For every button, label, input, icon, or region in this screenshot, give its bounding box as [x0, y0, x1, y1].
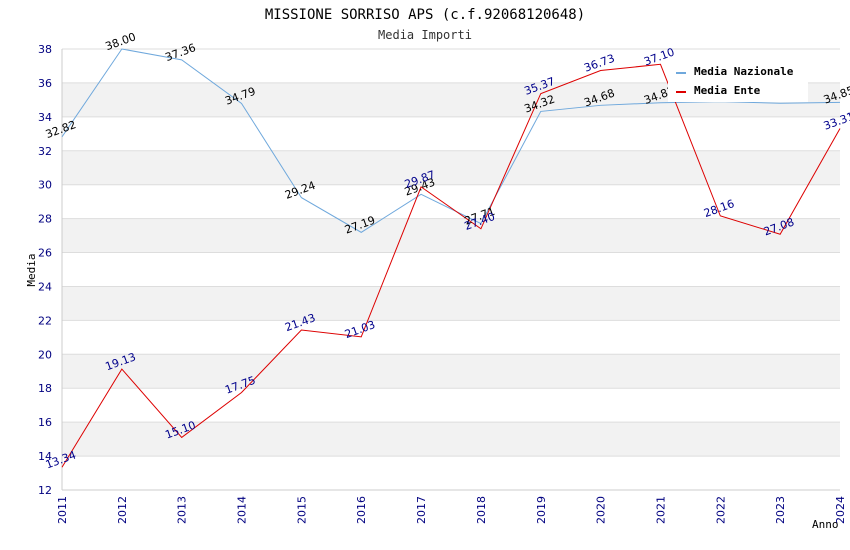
- grid-band: [62, 456, 840, 490]
- y-tick-label: 38: [38, 43, 52, 56]
- y-tick-label: 20: [38, 348, 52, 361]
- y-tick-label: 30: [38, 179, 52, 192]
- series-line-ente: [61, 63, 841, 468]
- grid-band: [62, 320, 840, 355]
- x-tick-label: 2024: [834, 496, 847, 524]
- grid-band: [62, 150, 840, 185]
- chart-subtitle: Media Importi: [378, 28, 472, 42]
- y-axis-label: Media: [25, 253, 38, 286]
- y-tick-label: 16: [38, 416, 52, 429]
- y-tick-label: 14: [38, 450, 52, 463]
- y-tick-label: 22: [38, 314, 52, 327]
- x-axis-label: Anno: [812, 518, 839, 531]
- grid-band: [62, 218, 840, 253]
- chart-title: MISSIONE SORRISO APS (c.f.92068120648): [265, 7, 585, 23]
- y-tick-label: 24: [38, 280, 52, 293]
- grid-band: [62, 116, 840, 151]
- y-tick-labels: 12 14 16 18 20 22 24 26 28 30 32 34 36 38: [38, 43, 52, 497]
- x-tick-label: 2012: [116, 496, 129, 524]
- y-tick-label: 26: [38, 247, 52, 260]
- x-tick-label: 2011: [56, 496, 69, 524]
- y-tick-label: 36: [38, 77, 52, 90]
- x-tick-label: 2016: [355, 496, 368, 524]
- x-tick-label: 2019: [535, 496, 548, 524]
- y-tick-label: 12: [38, 484, 52, 497]
- y-tick-label: 32: [38, 145, 52, 158]
- x-tick-labels: 2011 2012 2013 2014 2015 2016 2017 2018 2019 2020…: [56, 496, 847, 524]
- x-tick-label: 2015: [295, 496, 308, 524]
- x-tick-label: 2018: [475, 496, 488, 524]
- x-tick-label: 2013: [176, 496, 189, 524]
- x-tick-label: 2023: [774, 496, 787, 524]
- grid-band: [62, 252, 840, 287]
- axes: [61, 49, 840, 491]
- grid-band: [62, 354, 840, 389]
- x-tick-label: 2014: [236, 496, 249, 524]
- legend: Media Nazionale Media Ente: [668, 60, 808, 102]
- y-tick-label: 28: [38, 213, 52, 226]
- x-tick-label: 2022: [714, 496, 727, 524]
- y-tick-label: 18: [38, 382, 52, 395]
- legend-label-nazionale: Media Nazionale: [694, 65, 794, 78]
- grid-lines: [62, 48, 840, 491]
- grid-band: [62, 388, 840, 423]
- legend-label-ente: Media Ente: [694, 84, 761, 97]
- x-tick-label: 2017: [415, 496, 428, 524]
- legend-background: [668, 60, 808, 102]
- y-tick-label: 34: [38, 111, 52, 124]
- x-tick-label: 2021: [654, 496, 667, 524]
- grid-band: [62, 286, 840, 321]
- grid-band: [62, 422, 840, 457]
- x-tick-label: 2020: [595, 496, 608, 524]
